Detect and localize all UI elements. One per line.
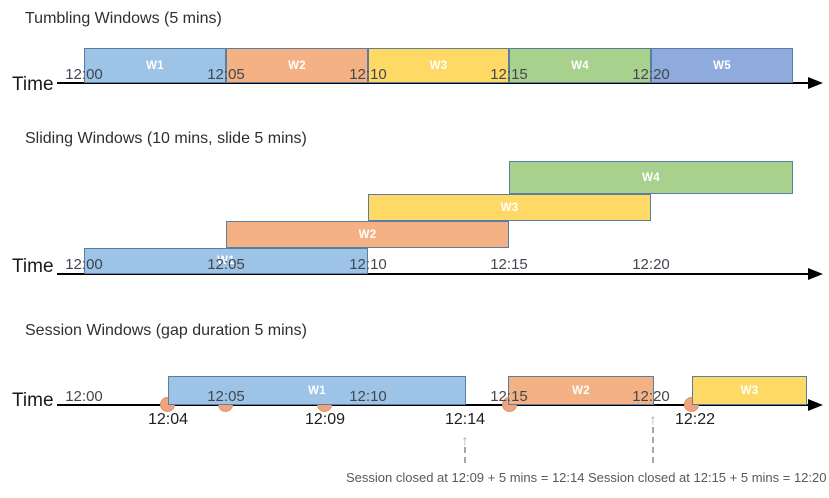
timeline <box>57 273 810 275</box>
session-close-arrow-line <box>652 427 654 463</box>
tick-label: 12:20 <box>632 66 670 83</box>
window-label: W3 <box>740 384 759 397</box>
sliding-window-w3: W3 <box>368 194 651 221</box>
window-label: W1 <box>217 255 235 267</box>
event-time-label: 12:22 <box>674 411 716 428</box>
window-label: W2 <box>572 384 590 397</box>
event-time-label: 12:04 <box>147 411 189 428</box>
section-title-session: Session Windows (gap duration 5 mins) <box>25 322 307 339</box>
tick-label: 12:05 <box>207 256 245 273</box>
event-time-label: 12:14 <box>444 411 486 428</box>
section-title-sliding: Sliding Windows (10 mins, slide 5 mins) <box>25 130 307 147</box>
session-close-arrow-line <box>464 447 466 463</box>
tick-label: 12:10 <box>349 66 387 83</box>
tick-label: 12:20 <box>632 256 670 273</box>
tick-label: 12:15 <box>490 256 528 273</box>
session-window-w2: W2 <box>508 376 654 405</box>
time-axis-label: Time <box>12 256 54 277</box>
window-label: W2 <box>358 228 377 241</box>
window-label: W4 <box>571 59 589 72</box>
tumbling-window-w4: W4 <box>509 48 651 83</box>
window-label: W3 <box>429 59 448 72</box>
session-window-w1: W1 <box>168 376 466 405</box>
session-close-annotation: Session closed at 12:09 + 5 mins = 12:14 <box>346 470 585 485</box>
sliding-window-w1: W1 <box>84 248 368 274</box>
window-label: W3 <box>500 201 519 214</box>
window-label: W1 <box>308 384 326 397</box>
timeline <box>57 82 810 84</box>
session-close-arrow-icon: ↑ <box>649 411 657 427</box>
tick-label: 12:00 <box>65 256 103 273</box>
sliding-window-w2: W2 <box>226 221 509 248</box>
tick-label: 12:05 <box>207 388 245 405</box>
timeline-arrowhead-icon <box>808 399 823 411</box>
window-label: W1 <box>146 59 164 72</box>
tick-label: 12:00 <box>65 388 103 405</box>
tumbling-window-w3: W3 <box>368 48 509 83</box>
tumbling-window-w5: W5 <box>651 48 793 83</box>
timeline-arrowhead-icon <box>808 77 823 89</box>
sliding-window-w4: W4 <box>509 161 793 194</box>
session-close-annotation: Session closed at 12:15 + 5 mins = 12:20 <box>588 470 827 485</box>
session-window-w3: W3 <box>692 376 807 405</box>
window-label: W5 <box>713 59 731 72</box>
timeline-arrowhead-icon <box>808 268 823 280</box>
window-label: W4 <box>642 171 660 184</box>
timeline <box>57 404 810 406</box>
tick-label: 12:20 <box>632 388 670 405</box>
session-close-arrow-icon: ↑ <box>461 432 469 448</box>
tick-label: 12:15 <box>490 388 528 405</box>
window-label: W2 <box>288 59 306 72</box>
event-time-label: 12:09 <box>304 411 346 428</box>
tick-label: 12:15 <box>490 66 528 83</box>
tick-label: 12:00 <box>65 66 103 83</box>
time-axis-label: Time <box>12 390 54 411</box>
tumbling-window-w1: W1 <box>84 48 226 83</box>
section-title-tumbling: Tumbling Windows (5 mins) <box>25 10 222 27</box>
tick-label: 12:10 <box>349 388 387 405</box>
tick-label: 12:05 <box>207 66 245 83</box>
time-axis-label: Time <box>12 74 54 95</box>
tick-label: 12:10 <box>349 256 387 273</box>
tumbling-window-w2: W2 <box>226 48 368 83</box>
